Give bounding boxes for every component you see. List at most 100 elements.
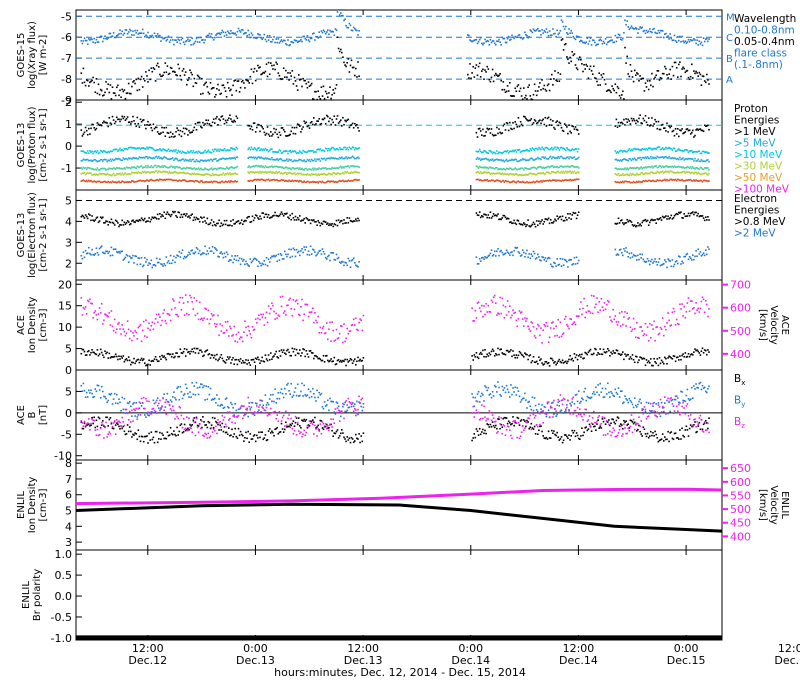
data-point bbox=[569, 32, 571, 34]
data-point bbox=[256, 70, 258, 72]
data-point bbox=[333, 356, 336, 359]
data-point bbox=[134, 180, 136, 183]
data-point bbox=[263, 260, 266, 262]
data-point bbox=[246, 35, 248, 37]
data-point bbox=[307, 39, 310, 41]
data-point bbox=[148, 146, 150, 149]
data-point bbox=[89, 180, 91, 183]
data-point bbox=[83, 167, 86, 170]
data-point bbox=[523, 150, 525, 152]
data-point bbox=[554, 262, 556, 265]
data-point bbox=[557, 124, 559, 127]
data-point bbox=[565, 259, 567, 262]
data-point bbox=[252, 36, 255, 39]
data-point bbox=[707, 124, 709, 127]
data-point bbox=[275, 38, 277, 40]
data-point bbox=[484, 349, 486, 351]
data-point bbox=[501, 152, 504, 155]
data-point bbox=[341, 167, 343, 169]
data-point bbox=[533, 181, 536, 184]
data-point bbox=[571, 170, 573, 173]
data-point bbox=[475, 178, 478, 181]
data-point bbox=[180, 172, 183, 174]
data-point bbox=[315, 90, 317, 93]
data-point bbox=[555, 121, 557, 124]
data-point bbox=[533, 173, 536, 175]
data-point bbox=[140, 217, 143, 219]
data-point bbox=[524, 352, 526, 354]
data-point bbox=[674, 128, 677, 130]
data-point bbox=[571, 51, 573, 53]
data-point bbox=[209, 35, 212, 38]
data-point bbox=[516, 180, 519, 183]
data-point bbox=[122, 149, 125, 152]
data-point bbox=[601, 76, 604, 79]
data-point bbox=[469, 63, 471, 65]
data-point bbox=[295, 180, 298, 182]
data-point bbox=[679, 149, 681, 151]
data-point bbox=[247, 216, 249, 218]
data-point bbox=[168, 158, 171, 161]
data-point bbox=[523, 181, 525, 183]
data-point bbox=[274, 68, 276, 71]
data-point bbox=[632, 118, 635, 120]
data-point bbox=[681, 166, 683, 169]
data-point bbox=[238, 360, 241, 363]
data-point bbox=[558, 157, 561, 160]
data-point bbox=[90, 253, 92, 256]
data-point bbox=[349, 266, 352, 268]
data-point bbox=[301, 167, 303, 170]
data-point bbox=[568, 179, 570, 182]
data-point bbox=[200, 180, 202, 182]
data-point bbox=[165, 157, 168, 159]
data-point bbox=[170, 36, 173, 39]
data-point bbox=[619, 168, 622, 170]
data-point bbox=[97, 83, 100, 86]
data-point bbox=[179, 256, 182, 258]
data-point bbox=[114, 174, 117, 176]
data-point bbox=[548, 365, 551, 367]
data-point bbox=[138, 257, 141, 260]
data-point bbox=[259, 170, 261, 173]
data-point bbox=[622, 158, 624, 161]
data-point bbox=[323, 157, 326, 160]
data-point bbox=[173, 149, 175, 151]
data-point bbox=[506, 168, 509, 170]
data-point bbox=[649, 166, 651, 168]
data-point bbox=[139, 148, 142, 150]
data-point bbox=[512, 149, 514, 152]
data-point bbox=[337, 256, 340, 259]
data-point bbox=[628, 252, 631, 255]
data-point bbox=[287, 216, 289, 218]
data-point bbox=[505, 349, 508, 352]
data-point bbox=[558, 179, 561, 182]
data-point bbox=[323, 30, 326, 33]
data-point bbox=[614, 180, 617, 183]
data-point bbox=[316, 253, 318, 256]
data-point bbox=[99, 158, 102, 161]
data-point bbox=[654, 165, 656, 168]
data-point bbox=[692, 151, 694, 154]
data-point bbox=[553, 171, 555, 173]
data-point bbox=[267, 258, 270, 261]
data-point bbox=[192, 158, 195, 161]
data-point bbox=[153, 179, 156, 182]
data-point bbox=[703, 167, 706, 169]
data-point bbox=[477, 128, 480, 130]
data-point bbox=[530, 118, 533, 120]
data-point bbox=[298, 173, 300, 175]
data-point bbox=[130, 92, 132, 95]
data-point bbox=[306, 158, 309, 161]
data-point bbox=[264, 165, 267, 167]
data-point bbox=[121, 357, 123, 359]
data-point bbox=[358, 166, 360, 168]
data-point bbox=[572, 148, 575, 151]
data-point bbox=[163, 165, 165, 167]
data-point bbox=[686, 252, 689, 255]
data-point bbox=[312, 123, 314, 126]
data-point bbox=[657, 180, 660, 182]
data-point bbox=[234, 32, 236, 35]
data-point bbox=[226, 181, 229, 183]
data-point bbox=[193, 42, 196, 44]
data-point bbox=[649, 179, 651, 182]
